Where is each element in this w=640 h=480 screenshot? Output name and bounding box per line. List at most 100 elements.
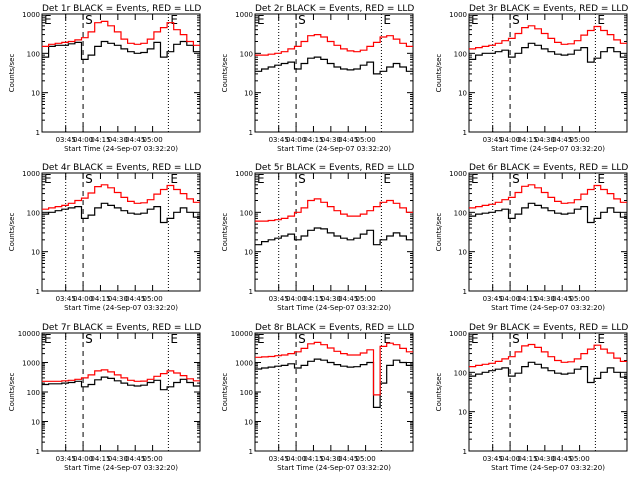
y-tick-label: 10 [31, 249, 40, 257]
event-marker-label: E [257, 172, 265, 186]
lld-series-line [469, 25, 627, 50]
x-tick-label: 04:00 [73, 295, 93, 303]
x-tick-label: 03:45 [483, 295, 503, 303]
y-axis-label: Counts/sec [8, 213, 16, 252]
plot-frame [254, 172, 414, 292]
event-marker-label: E [471, 332, 479, 346]
lld-series-line [469, 184, 627, 209]
events-series-line [469, 361, 627, 384]
event-marker-label: E [471, 172, 479, 186]
x-tick-label: 04:30 [321, 455, 341, 463]
x-tick-label: 04:30 [108, 136, 128, 144]
x-tick-label: 04:45 [125, 136, 145, 144]
x-tick-label: 05:00 [143, 455, 163, 463]
x-tick-label: 04:45 [552, 136, 572, 144]
x-tick-label: 04:15 [517, 455, 537, 463]
x-tick-label: 04:30 [321, 136, 341, 144]
x-tick-label: 04:45 [338, 455, 358, 463]
x-axis-label: Start Time (24-Sep-07 03:32:20) [491, 145, 605, 153]
y-tick-label: 1000 [449, 170, 467, 178]
y-tick-label: 1000 [235, 360, 253, 368]
y-tick-label: 100 [454, 369, 467, 377]
lld-series-line [42, 369, 200, 382]
x-tick-label: 03:45 [56, 136, 76, 144]
plot-frame [41, 13, 201, 133]
chart-title: Det 5r BLACK = Events, RED = LLD [255, 163, 414, 173]
plot-frame [468, 172, 628, 292]
x-axis-label: Start Time (24-Sep-07 03:32:20) [277, 304, 391, 312]
x-tick-label: 03:45 [56, 455, 76, 463]
event-marker-label: S [85, 172, 93, 186]
x-tick-label: 03:45 [56, 295, 76, 303]
events-series-line [42, 202, 200, 224]
event-marker-label: E [597, 13, 605, 27]
y-tick-label: 1000 [22, 11, 40, 19]
x-tick-label: 04:45 [125, 295, 145, 303]
x-tick-label: 04:15 [303, 136, 323, 144]
y-tick-label: 1 [463, 129, 467, 137]
y-tick-label: 1000 [449, 11, 467, 19]
lld-series-line [42, 20, 200, 47]
plot-frame [254, 13, 414, 133]
x-tick-label: 04:45 [338, 136, 358, 144]
y-axis-label: Counts/sec [435, 373, 443, 412]
x-tick-label: 04:15 [303, 295, 323, 303]
x-axis-label: Start Time (24-Sep-07 03:32:20) [491, 464, 605, 472]
plot-frame [41, 172, 201, 292]
y-axis-label: Counts/sec [221, 373, 229, 412]
y-tick-label: 10 [244, 249, 253, 257]
x-tick-label: 04:00 [500, 136, 520, 144]
y-axis-label: Counts/sec [435, 54, 443, 93]
x-tick-label: 05:00 [143, 136, 163, 144]
x-tick-label: 05:00 [570, 136, 590, 144]
y-tick-label: 100 [27, 389, 40, 397]
x-tick-label: 05:00 [143, 295, 163, 303]
y-tick-label: 1 [249, 129, 253, 137]
y-tick-label: 1 [36, 288, 40, 296]
chart-title: Det 1r BLACK = Events, RED = LLD [42, 4, 201, 14]
x-tick-label: 04:15 [303, 455, 323, 463]
events-series-line [255, 227, 413, 246]
x-tick-label: 04:00 [286, 295, 306, 303]
events-series-line [42, 40, 200, 60]
lld-series-line [469, 343, 627, 368]
y-tick-label: 10 [244, 90, 253, 98]
lld-series-line [255, 34, 413, 56]
y-tick-label: 1000 [22, 170, 40, 178]
x-tick-label: 04:30 [535, 455, 555, 463]
y-tick-label: 10 [31, 90, 40, 98]
event-marker-label: E [170, 172, 178, 186]
y-tick-label: 1000 [22, 360, 40, 368]
y-tick-label: 100 [454, 209, 467, 217]
y-axis-label: Counts/sec [221, 54, 229, 93]
x-tick-label: 05:00 [356, 455, 376, 463]
x-tick-label: 04:00 [286, 136, 306, 144]
event-marker-label: S [512, 13, 520, 27]
x-tick-label: 04:30 [535, 295, 555, 303]
y-tick-label: 10 [31, 419, 40, 427]
y-tick-label: 1000 [235, 11, 253, 19]
x-tick-label: 04:30 [321, 295, 341, 303]
x-tick-label: 05:00 [356, 136, 376, 144]
y-tick-label: 10000 [231, 330, 253, 338]
events-series-line [469, 42, 627, 63]
x-tick-label: 04:00 [286, 455, 306, 463]
y-tick-label: 1 [463, 288, 467, 296]
events-series-line [469, 202, 627, 224]
events-series-line [42, 376, 200, 391]
x-tick-label: 04:45 [125, 455, 145, 463]
y-tick-label: 100 [240, 389, 253, 397]
x-tick-label: 05:00 [356, 295, 376, 303]
y-tick-label: 1 [249, 448, 253, 456]
x-axis-label: Start Time (24-Sep-07 03:32:20) [491, 304, 605, 312]
event-marker-label: E [257, 13, 265, 27]
event-marker-label: E [44, 332, 52, 346]
plot-frame [41, 332, 201, 452]
x-tick-label: 04:00 [500, 295, 520, 303]
